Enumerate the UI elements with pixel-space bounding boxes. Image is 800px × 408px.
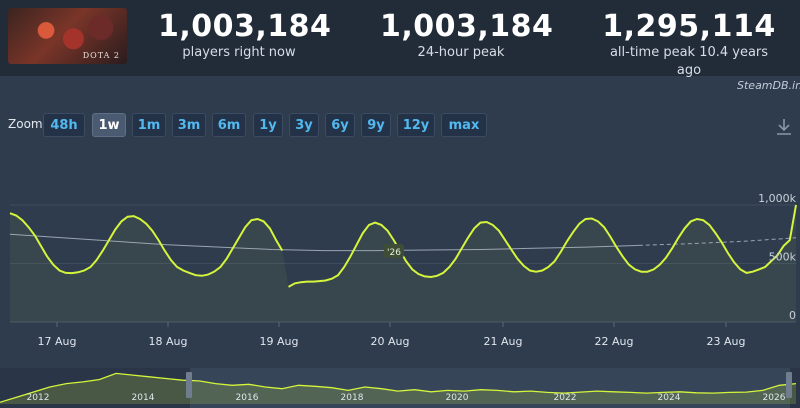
zoom-12y-button[interactable]: 12y [397,113,435,137]
x-tick-label: 19 Aug [260,335,299,348]
zoom-1m-button[interactable]: 1m [132,113,166,137]
zoom-9y-button[interactable]: 9y [361,113,391,137]
x-tick-label: 21 Aug [484,335,523,348]
average-trend-line [9,233,639,252]
player-count-line-segment[interactable] [288,204,797,288]
zoom-controls: Zoom 48h 1w 1m 3m 6m 1y 3y 6y 9y 12y max [8,113,798,137]
x-tick-label: 23 Aug [707,335,746,348]
x-axis-ticks: 17 Aug 18 Aug 19 Aug 20 Aug 21 Aug 22 Aug 23 A… [38,322,746,348]
all-time-peak-value: 1,295,114 [602,9,776,44]
navigator-left-handle[interactable] [186,372,192,398]
overview-year-label: 2020 [446,393,469,403]
zoom-label: Zoom [8,117,43,131]
peak-24h-label: 24-hour peak [417,45,505,60]
x-tick-label: 18 Aug [149,335,188,348]
player-count-area [10,205,796,322]
stat-current-players: 1,003,184 players right now [158,9,332,62]
zoom-48h-button[interactable]: 48h [43,113,85,137]
average-trend-projection [638,237,797,246]
overview-navigator[interactable]: 2012 2014 2016 2018 2020 2022 2024 2026 [0,368,800,408]
stat-all-time-peak: 1,295,114 all-time peak 10.4 years ago [600,10,778,80]
download-icon[interactable] [776,118,792,136]
overview-year-label: 2024 [658,393,681,403]
steamdb-watermark: SteamDB.info [737,79,800,92]
game-logo-text: DOTA 2 [82,51,120,60]
x-tick-label: 17 Aug [38,335,77,348]
all-time-peak-label: all-time peak 10.4 years ago [609,45,769,78]
overview-line [0,372,797,403]
overview-axis-labels: 2012 2014 2016 2018 2020 2022 2024 2026 [27,393,786,403]
x-tick-label: 22 Aug [595,335,634,348]
zoom-max-button[interactable]: max [441,113,487,137]
current-players-value: 1,003,184 [158,9,332,44]
overview-year-label: 2014 [132,393,155,403]
event-marker[interactable]: '26 [384,244,404,258]
overview-year-label: 2026 [763,393,786,403]
y-tick-label: 1,000k [758,192,796,205]
x-tick-label: 20 Aug [371,335,410,348]
zoom-3y-button[interactable]: 3y [289,113,319,137]
y-tick-label: 500k [769,251,797,264]
svg-text:'26: '26 [387,248,401,258]
zoom-3m-button[interactable]: 3m [172,113,206,137]
player-count-line[interactable] [9,212,284,277]
y-axis-ticks: 1,000k 500k 0 [758,192,796,322]
overview-year-label: 2016 [236,393,259,403]
zoom-6y-button[interactable]: 6y [325,113,355,137]
peak-24h-value: 1,003,184 [380,9,554,44]
overview-year-label: 2012 [27,393,50,403]
zoom-1y-button[interactable]: 1y [253,113,283,137]
chart-grid [10,204,796,323]
stat-24h-peak: 1,003,184 24-hour peak [380,9,554,62]
navigator-right-handle[interactable] [786,372,792,398]
zoom-6m-button[interactable]: 6m [212,113,246,137]
overview-year-label: 2018 [341,393,364,403]
overview-year-label: 2022 [554,393,577,403]
current-players-label: players right now [182,45,296,60]
y-tick-label: 0 [789,309,796,322]
navigator-selection[interactable] [190,368,790,408]
game-thumbnail[interactable]: DOTA 2 [8,8,127,64]
zoom-1w-button[interactable]: 1w [92,113,126,137]
stats-header: DOTA 2 1,003,184 players right now 1,003… [0,0,800,78]
